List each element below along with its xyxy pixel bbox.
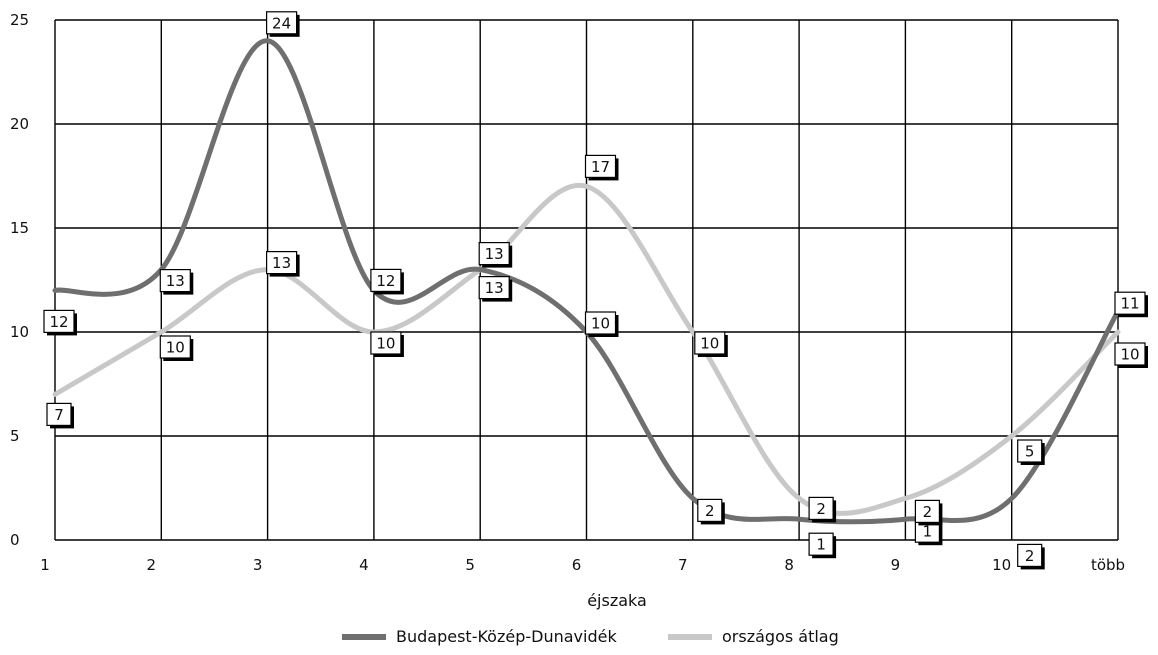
data-label-text: 10 bbox=[166, 339, 185, 357]
data-label-box bbox=[914, 499, 941, 523]
data-label-box bbox=[808, 496, 834, 520]
data-label-text: 1 bbox=[923, 523, 933, 541]
data-label-box bbox=[1017, 439, 1043, 463]
x-tick-label: 6 bbox=[572, 556, 582, 574]
data-label-budapest: 2 bbox=[1017, 543, 1045, 570]
x-axis-ticks: 1 2 3 4 5 6 7 8 9 10 több bbox=[40, 556, 1125, 574]
data-label-text: 24 bbox=[272, 14, 291, 32]
gridlines bbox=[54, 19, 1119, 541]
data-label-box bbox=[584, 311, 617, 335]
data-label-budapest: 24 bbox=[266, 11, 300, 37]
x-tick-label: 9 bbox=[891, 556, 901, 574]
data-label-text: 10 bbox=[1120, 346, 1139, 364]
data-label-box bbox=[694, 331, 726, 355]
y-tick-label: 25 bbox=[10, 11, 29, 29]
y-tick-label: 15 bbox=[10, 219, 29, 237]
data-label-text: 2 bbox=[705, 502, 715, 520]
data-label-box bbox=[46, 402, 72, 426]
data-label-text: 10 bbox=[700, 335, 719, 353]
data-label-budapest: 13 bbox=[478, 276, 513, 302]
x-tick-label: 8 bbox=[784, 556, 794, 574]
data-label-text: 2 bbox=[1025, 547, 1035, 565]
data-label-budapest: 12 bbox=[43, 309, 77, 336]
data-label-orszagos: 10 bbox=[370, 331, 404, 357]
data-label-text: 12 bbox=[376, 272, 395, 290]
data-label-budapest: 10 bbox=[584, 311, 619, 337]
y-tick-label: 20 bbox=[10, 115, 29, 133]
data-label-budapest: 2 bbox=[697, 498, 725, 525]
x-tick-label: 7 bbox=[678, 556, 688, 574]
legend-item: országos átlag bbox=[668, 627, 839, 646]
x-tick-label: 4 bbox=[359, 556, 369, 574]
data-label-text: 10 bbox=[591, 315, 610, 333]
data-label-box bbox=[1114, 342, 1146, 366]
data-label-budapest: 1 bbox=[914, 519, 943, 546]
data-label-text: 17 bbox=[591, 158, 610, 176]
y-tick-label: 10 bbox=[10, 323, 29, 341]
data-label-box bbox=[370, 331, 402, 355]
x-axis-title: éjszaka bbox=[587, 591, 647, 610]
data-label-text: 5 bbox=[1025, 443, 1035, 461]
data-label-box bbox=[478, 242, 510, 266]
data-label-box bbox=[478, 276, 510, 300]
legend: Budapest-Közép-Dunavidék országos átlag bbox=[342, 627, 839, 646]
legend-item: Budapest-Közép-Dunavidék bbox=[342, 627, 617, 646]
data-label-orszagos: 10 bbox=[1114, 342, 1148, 368]
data-label-text: 13 bbox=[166, 272, 185, 290]
y-tick-label: 5 bbox=[10, 427, 20, 445]
data-label-budapest: 13 bbox=[159, 269, 194, 295]
data-label-box bbox=[159, 335, 191, 359]
y-tick-label: 0 bbox=[10, 531, 20, 549]
data-label-box bbox=[1114, 291, 1146, 315]
data-label-box bbox=[159, 269, 191, 293]
data-label-text: 13 bbox=[485, 245, 504, 263]
data-label-text: 2 bbox=[816, 500, 826, 518]
legend-label: országos átlag bbox=[722, 627, 839, 646]
data-label-text: 11 bbox=[1120, 295, 1139, 313]
x-tick-label: 2 bbox=[147, 556, 157, 574]
data-label-orszagos: 5 bbox=[1017, 439, 1045, 465]
x-tick-label: 5 bbox=[465, 556, 475, 574]
data-label-box bbox=[808, 532, 834, 556]
data-label-box bbox=[697, 498, 723, 522]
data-label-text: 13 bbox=[272, 254, 291, 272]
data-label-orszagos: 2 bbox=[808, 496, 837, 523]
data-label-box bbox=[266, 251, 298, 275]
x-tick-label: több bbox=[1091, 556, 1125, 574]
data-label-text: 13 bbox=[485, 279, 504, 297]
data-label-budapest: 11 bbox=[1114, 291, 1148, 318]
data-label-orszagos: 2 bbox=[914, 499, 943, 526]
data-label-box bbox=[266, 11, 298, 35]
y-axis-ticks: 0 5 10 15 20 25 bbox=[10, 11, 29, 549]
data-label-orszagos: 10 bbox=[159, 335, 194, 361]
x-tick-label: 3 bbox=[253, 556, 263, 574]
data-label-box bbox=[1017, 543, 1043, 568]
data-label-orszagos: 13 bbox=[266, 251, 300, 277]
data-label-orszagos: 13 bbox=[478, 242, 513, 268]
data-label-text: 1 bbox=[816, 536, 826, 554]
legend-label: Budapest-Közép-Dunavidék bbox=[396, 627, 617, 646]
data-label-orszagos: 10 bbox=[694, 331, 728, 357]
data-label-text: 12 bbox=[49, 313, 68, 331]
x-tick-label: 1 bbox=[40, 556, 50, 574]
data-label-budapest: 12 bbox=[370, 268, 404, 295]
data-label-box bbox=[43, 309, 75, 333]
x-tick-label: 10 bbox=[992, 556, 1011, 574]
data-label-orszagos: 7 bbox=[46, 402, 74, 429]
series-line-orszagos bbox=[52, 182, 1121, 516]
data-label-text: 10 bbox=[376, 335, 395, 353]
data-label-text: 7 bbox=[54, 406, 64, 424]
data-label-text: 2 bbox=[923, 503, 933, 521]
data-label-box bbox=[584, 154, 617, 178]
data-label-orszagos: 17 bbox=[584, 154, 619, 181]
data-label-box bbox=[370, 268, 402, 292]
data-label-budapest: 1 bbox=[808, 532, 837, 559]
